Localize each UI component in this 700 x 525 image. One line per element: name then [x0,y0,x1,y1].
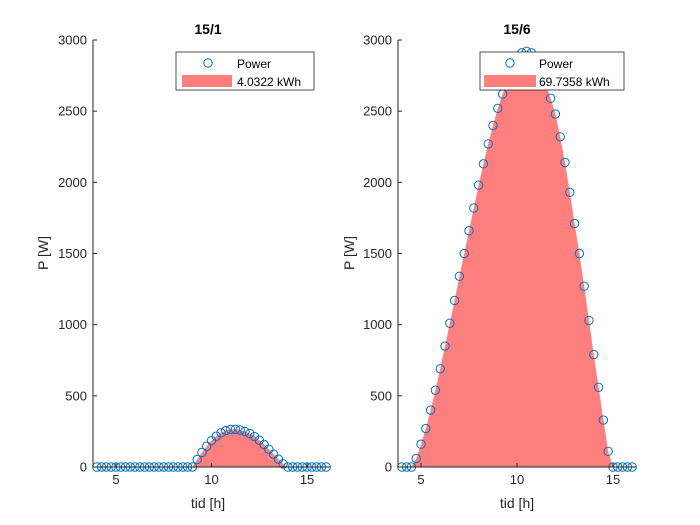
power-point [469,203,479,213]
power-point [449,295,460,306]
power-point [192,454,202,465]
power-point [273,454,284,464]
power-point [216,428,226,438]
x-tick-label: 10 [510,472,524,487]
legend-label-energy: 4.0322 kWh [237,75,301,89]
legend-patch-icon [182,75,232,87]
y-tick-label: 0 [80,460,87,475]
power-point [197,447,207,458]
subplot-title: 15/6 [503,21,530,37]
power-point [598,415,609,425]
power-point [416,439,426,449]
power-point [488,120,498,131]
power-point [555,132,565,142]
power-point [560,157,570,168]
y-tick-label: 1500 [363,246,392,261]
energy-area [96,429,327,467]
power-point [584,315,594,326]
power-point [230,424,241,434]
subplot-15-6: 0 500 1000 1500 2000 2500 3000 5 10 15 15/6 tid [… [341,21,637,511]
power-point [411,453,421,464]
power-point [440,341,450,351]
power-point [593,382,604,392]
power-point [473,180,484,190]
x-axis-label: tid [h] [191,495,225,511]
legend-label-power: Power [539,57,573,71]
power-point [430,385,441,395]
axes-layer: 0 500 1000 1500 2000 2500 3000 5 10 15 [58,33,330,487]
power-point [245,428,255,439]
power-point [574,248,585,259]
power-point [545,93,556,104]
legend: Power 4.0322 kWh [175,51,315,91]
x-tick-label: 15 [606,472,620,487]
power-point [493,103,503,114]
power-point [268,449,279,459]
power-point [264,444,274,454]
energy-area [401,51,633,468]
power-point [589,349,599,360]
y-tick-label: 1500 [58,246,87,261]
y-tick-label: 3000 [58,33,87,48]
power-point [235,425,245,435]
energy-area-layer [401,51,633,468]
power-point [550,109,561,119]
power-point [459,248,469,259]
y-tick-label: 2500 [58,104,87,119]
power-point [565,187,575,197]
power-point [569,218,580,229]
subplot-15-1: 0 500 1000 1500 2000 2500 3000 5 10 15 15/1 tid [… [35,21,331,511]
x-tick-label: 5 [417,472,424,487]
power-point [278,459,288,469]
y-tick-label: 2500 [363,104,392,119]
power-point [435,364,445,374]
legend-patch-icon [484,75,536,87]
y-tick-label: 1000 [58,317,87,332]
power-point [603,446,613,457]
x-axis-label: tid [h] [500,495,534,511]
power-point [478,159,489,169]
legend-label-power: Power [237,57,271,71]
y-tick-label: 2000 [58,175,87,190]
axes-layer: 0 500 1000 1500 2000 2500 3000 5 10 15 [363,33,636,487]
energy-area-layer [96,429,327,467]
power-point [259,439,269,450]
subplot-title: 15/1 [194,21,221,37]
power-point [202,441,212,451]
power-point [454,271,465,281]
power-point [221,425,231,436]
power-point [421,423,431,434]
x-tick-label: 10 [204,472,218,487]
power-point [240,426,250,437]
power-point [483,139,493,149]
y-tick-label: 2000 [363,175,392,190]
y-axis-label: P [W] [341,236,357,270]
legend: Power 69.7358 kWh [479,51,625,91]
y-tick-label: 1000 [363,317,392,332]
x-tick-label: 15 [300,472,314,487]
power-point [425,405,436,415]
power-point [445,318,455,328]
legend-marker-icon [505,58,515,68]
power-point [579,281,589,291]
y-tick-label: 0 [385,460,392,475]
legend-marker-icon [203,58,213,68]
y-tick-label: 3000 [363,33,392,48]
power-point [464,226,474,236]
y-tick-label: 500 [65,388,87,403]
y-tick-label: 500 [370,388,392,403]
power-point [211,431,221,441]
power-point [225,424,236,435]
y-axis-label: P [W] [35,236,51,270]
legend-label-energy: 69.7358 kWh [539,75,610,89]
x-tick-label: 5 [112,472,119,487]
